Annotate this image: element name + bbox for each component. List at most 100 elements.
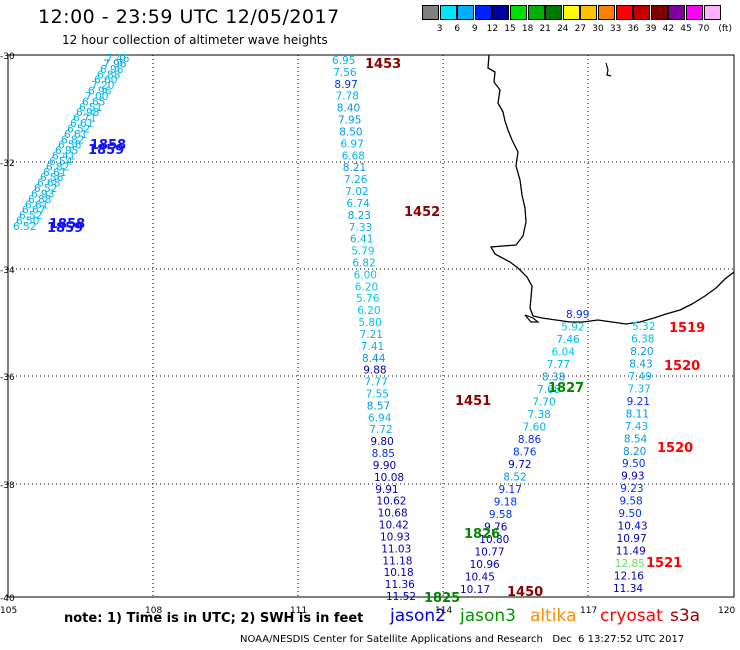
pass-time-label: 1452 [404, 205, 440, 220]
colorbar-label: 24 [557, 24, 569, 34]
wave-height-value: 7.38 [527, 409, 550, 421]
y-tick-label: -34 [0, 266, 15, 276]
x-tick-label: 111 [290, 606, 307, 616]
wave-height-value: 7.95 [338, 115, 361, 127]
wave-height-value: 11.49 [616, 546, 646, 558]
pass-time-label: 1858 [90, 138, 126, 153]
wave-height-value: 7.56 [333, 67, 357, 79]
wave-height-value: 6.95 [55, 145, 78, 157]
wave-height-value: 9.58 [619, 496, 642, 508]
wave-height-value: 8.50 [339, 126, 362, 138]
wave-height-value: 8.99 [566, 309, 589, 321]
wave-height-value: 6.67 [22, 205, 45, 217]
wave-height-value: 9.93 [621, 471, 644, 483]
wave-height-value: 6.56 [58, 140, 82, 152]
wave-height-value: 6.41 [52, 151, 75, 163]
wave-height-value: 6.88 [28, 194, 51, 206]
wave-height-value: 5.76 [356, 293, 380, 305]
x-tick-label: 108 [145, 606, 162, 616]
wave-height-value: 5.79 [351, 246, 374, 258]
wave-height-value: 8.52 [503, 472, 526, 484]
colorbar-label: 30 [592, 24, 604, 34]
wave-height-value: 9.58 [489, 509, 512, 521]
wave-height-value: 6.96 [100, 64, 124, 76]
wave-height-value: 10.62 [376, 496, 406, 508]
pass-time-label: 1453 [365, 57, 401, 72]
colorbar-label: 70 [697, 24, 710, 34]
wave-height-value: 5.32 [632, 321, 655, 333]
colorbar-swatch [650, 5, 668, 20]
legend-item-altika: altika [530, 606, 577, 626]
pass-time-label: 1859 [47, 221, 83, 236]
wave-height-value: 7.68 [537, 384, 560, 396]
wave-height-value: 7.33 [349, 222, 372, 234]
pass-time-labels: 1859185818591858145314521451145018271826… [47, 57, 705, 606]
colorbar-swatch [545, 5, 563, 20]
wave-height-value: 6.68 [342, 150, 365, 162]
pass-time-label: 1520 [664, 359, 700, 374]
inlet-coastline [605, 62, 612, 77]
wave-height-value: 7.26 [344, 174, 368, 186]
colorbar-swatch [527, 5, 545, 20]
colorbar-swatch [422, 5, 439, 20]
wave-height-value: 6.61 [64, 129, 87, 141]
wave-height-value: 8.76 [513, 447, 537, 459]
colorbar-label: 45 [680, 24, 692, 34]
wave-height-value: 6.68 [37, 178, 60, 190]
australia-coastline [487, 54, 735, 325]
x-tick-label: 117 [580, 606, 597, 616]
wave-height-value: 7.46 [556, 334, 580, 346]
wave-height-value: 10.08 [374, 472, 404, 484]
wave-height-value: 10.45 [465, 572, 495, 584]
wave-height-value: 6.52 [19, 210, 42, 222]
wave-height-value: 6.74 [346, 198, 370, 210]
wave-height-value: 9.88 [363, 365, 386, 377]
wave-height-value: 6.51 [79, 102, 102, 114]
map-frame [7, 54, 735, 598]
wave-height-value: 9.50 [622, 458, 645, 470]
wave-height-value: 9.80 [370, 436, 393, 448]
pass-time-label: 1827 [548, 381, 584, 396]
chart-subtitle: 12 hour collection of altimeter wave hei… [62, 33, 328, 47]
pass-time-label: 1826 [464, 527, 500, 542]
wave-height-value: 7.21 [360, 329, 383, 341]
wave-height-value: 6.82 [352, 257, 375, 269]
colorbar-swatch [615, 5, 633, 20]
x-tick-label: 105 [0, 606, 17, 616]
wave-height-value: 10.96 [470, 559, 500, 571]
wave-height-value: 12.16 [614, 571, 644, 583]
wave-height-value: 6.94 [368, 412, 392, 424]
wave-height-value: 10.43 [618, 521, 648, 533]
wave-height-value: 9.17 [499, 484, 522, 496]
wave-height-value: 7.00 [85, 91, 108, 103]
legend-item-jason3: jason3 [460, 606, 516, 626]
colorbar-swatch [457, 5, 475, 20]
wave-height-value: 11.52 [386, 591, 416, 603]
wave-height-value: 8.38 [542, 372, 565, 384]
colorbar-swatch [703, 5, 721, 20]
legend-item-s3a: s3a [670, 606, 701, 626]
wave-height-value: 11.18 [382, 555, 412, 567]
x-tick-label: 114 [435, 606, 452, 616]
wave-height-value: 8.85 [372, 448, 395, 460]
wave-height-value: 7.70 [532, 397, 555, 409]
wave-height-value: 8.20 [630, 346, 653, 358]
wave-height-value: 6.65 [82, 96, 105, 108]
wave-height-value: 8.40 [337, 103, 360, 115]
wave-height-value: 10.17 [460, 584, 490, 596]
wave-height-value: 9.76 [484, 522, 508, 534]
wave-height-value: 8.11 [626, 408, 649, 420]
pass-time-label: 1519 [669, 321, 705, 336]
colorbar-swatch [633, 5, 651, 20]
wave-height-value: 7.72 [369, 424, 392, 436]
wave-height-value: 6.71 [73, 113, 96, 125]
wave-height-value: 9.91 [375, 484, 398, 496]
wave-height-value: 12.85 [615, 558, 645, 570]
pass-time-label: 1450 [507, 585, 543, 600]
wave-height-value: 11.36 [385, 579, 415, 591]
island-coastline [524, 314, 540, 323]
colorbar-swatch [598, 5, 615, 20]
wave-height-value: 6.98 [76, 107, 99, 119]
colorbar-label: 42 [662, 24, 675, 34]
wave-height-value: 10.80 [479, 534, 509, 546]
